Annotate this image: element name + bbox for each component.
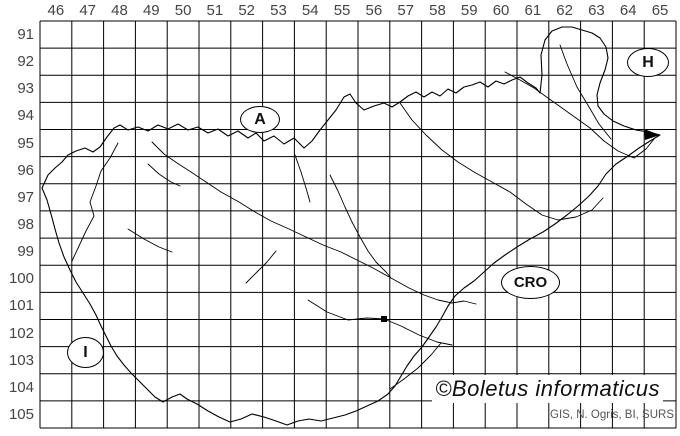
river-idrijca — [127, 228, 173, 253]
grid-lines — [39, 20, 677, 429]
grid-row-label: 99 — [17, 243, 34, 261]
grid-column-label: 49 — [142, 2, 160, 19]
grid-column-label: 60 — [492, 2, 510, 19]
country-label-hungary-text: H — [642, 53, 654, 71]
grid-column-label: 48 — [111, 2, 128, 19]
grid-row-label: 93 — [17, 80, 34, 98]
grid-column-label: 58 — [429, 2, 446, 19]
slovenia-map-artwork — [41, 26, 661, 426]
grid-column-label: 64 — [619, 2, 637, 19]
country-label-hungary: H — [627, 48, 669, 77]
country-label-italy-text: I — [83, 343, 88, 361]
grid-row-label: 95 — [17, 134, 34, 152]
grid-column-label: 50 — [174, 2, 192, 19]
grid-row-label: 96 — [17, 161, 34, 179]
grid-column-labels: 46 47 48 49 50 51 52 53 54 55 56 57 58 59 60 61 62 63 64 65 — [40, 1, 676, 21]
country-label-croatia-text: CRO — [513, 274, 548, 291]
grid-row-labels: 91 92 93 94 95 96 97 98 99 100 101 102 103 104 105 — [0, 21, 37, 428]
grid-row-label: 103 — [8, 351, 34, 369]
slovenia-border-path — [41, 26, 661, 426]
river-soca — [71, 142, 119, 262]
grid-row-label: 100 — [8, 270, 34, 288]
grid-row-label: 105 — [8, 406, 34, 424]
river-drava — [399, 102, 604, 221]
grid-column-label: 51 — [206, 2, 224, 19]
east-tip-arrow — [644, 129, 660, 140]
grid-column-label: 54 — [301, 2, 319, 19]
grid-row-label: 94 — [17, 107, 34, 125]
river-krka — [307, 299, 453, 346]
grid-row-label: 92 — [17, 53, 34, 71]
grid-column-label: 52 — [238, 2, 256, 19]
river-savinja — [329, 174, 392, 279]
grid-column-label: 59 — [460, 2, 478, 19]
river-kamniska — [294, 154, 311, 203]
country-label-austria-text: A — [254, 110, 266, 128]
grid-row-label: 102 — [8, 324, 34, 342]
grid-row-label: 104 — [8, 378, 34, 396]
grid-row-label: 91 — [17, 26, 34, 44]
river-ledava — [559, 44, 612, 140]
grid-row-label: 101 — [8, 297, 34, 315]
watermark-text: ©Boletus informaticus — [432, 375, 663, 403]
river-bohinjka — [147, 163, 181, 187]
grid-column-label: 61 — [524, 2, 542, 19]
river-kolpa — [389, 342, 442, 390]
grid-row-label: 98 — [17, 216, 34, 234]
country-label-austria: A — [240, 106, 280, 133]
rivers — [71, 44, 655, 390]
river-mura — [504, 71, 655, 159]
grid-column-label: 65 — [651, 2, 669, 19]
river-ljubljanica — [245, 250, 277, 284]
grid-column-label: 62 — [556, 2, 573, 19]
grid-column-label: 57 — [397, 2, 414, 19]
grid-column-label: 53 — [270, 2, 287, 19]
country-label-croatia: CRO — [501, 266, 560, 299]
grid-column-label: 47 — [79, 2, 97, 19]
river-sava — [151, 141, 477, 305]
data-sources-text: GIS, N. Ogris, BI, SURS — [550, 409, 674, 421]
grid-column-label: 55 — [333, 2, 351, 19]
country-label-italy: I — [67, 337, 104, 368]
grid-column-label: 63 — [588, 2, 605, 19]
grid-column-label: 46 — [47, 2, 65, 19]
map-square-marker — [381, 316, 387, 322]
grid-row-label: 97 — [17, 188, 34, 206]
grid-column-label: 56 — [365, 2, 383, 19]
